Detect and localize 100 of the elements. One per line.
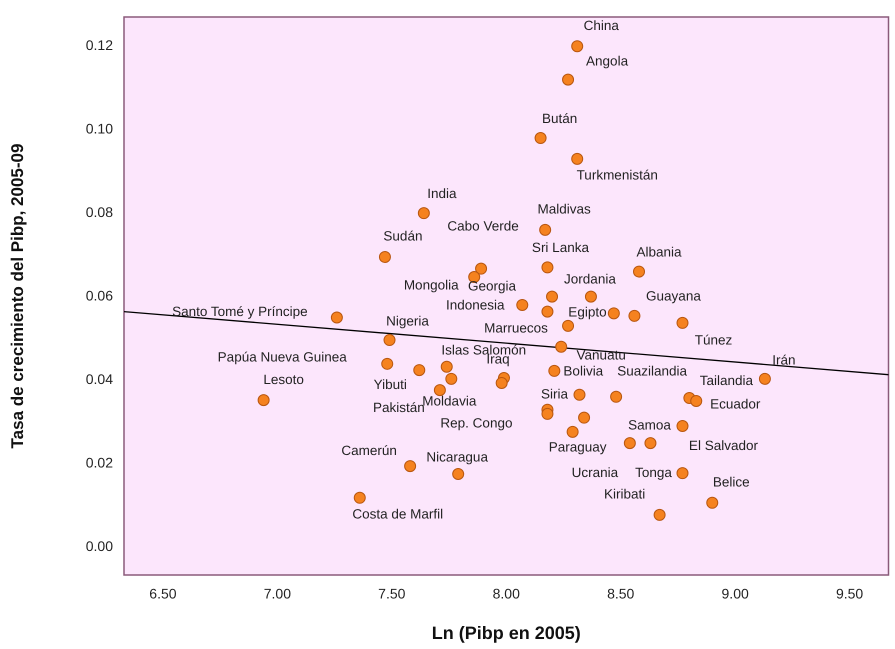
y-tick-label: 0.06 (86, 287, 114, 304)
point (676, 316, 688, 329)
annotation: Maldivas (538, 202, 592, 217)
annotation: Guayana (646, 288, 702, 304)
x-axis-title: Ln (Pibp en 2005) (432, 623, 581, 644)
annotation: Nicaragua (426, 450, 488, 465)
x-tick-label: 7.00 (264, 585, 292, 602)
point (434, 384, 446, 396)
annotation: Tonga (635, 464, 672, 480)
point (676, 420, 688, 432)
point (633, 266, 646, 278)
annotation: Sudán (383, 228, 422, 244)
annotation: Camerún (341, 442, 397, 458)
annotation: Irán (772, 352, 796, 368)
point (541, 408, 554, 420)
point (584, 290, 597, 303)
point (445, 372, 458, 385)
point (706, 496, 718, 509)
x-tick-label: 7.50 (378, 585, 406, 602)
annotation: Santo Tomé y Príncipe (172, 304, 308, 320)
annotation: Suazilandia (617, 364, 688, 379)
annotation: India (427, 186, 457, 201)
annotation: Angola (586, 53, 629, 68)
annotation: Sri Lanka (532, 240, 590, 256)
point (496, 377, 508, 390)
annotation: Túnez (694, 332, 732, 348)
x-tick-label: 8.50 (607, 585, 635, 602)
annotation: Albania (636, 244, 682, 260)
annotation: Vanuatu (576, 347, 626, 362)
point (548, 364, 560, 377)
annotation: Lesoto (263, 372, 304, 387)
annotation: Rep. Congo (440, 416, 512, 431)
point (628, 310, 640, 322)
point (413, 364, 426, 376)
annotation: Egipto (568, 304, 607, 320)
point (418, 207, 430, 220)
point (452, 468, 464, 480)
point (555, 340, 568, 353)
point (566, 426, 579, 438)
x-tick-label: 9.50 (836, 585, 864, 602)
point (541, 261, 554, 274)
point (610, 390, 622, 403)
point (546, 290, 558, 303)
point (534, 132, 547, 144)
annotation: Marruecos (484, 320, 548, 336)
point (354, 492, 366, 504)
y-tick-label: 0.00 (86, 538, 114, 554)
point (440, 360, 453, 373)
point (562, 320, 574, 332)
annotation: Indonesia (446, 298, 506, 313)
annotation: Turkmenistán (576, 168, 658, 183)
point (644, 437, 656, 450)
point (404, 460, 416, 472)
x-tick-label: 8.00 (492, 585, 520, 602)
point (541, 306, 554, 318)
annotation: Nigeria (386, 314, 430, 329)
annotation: Belice (712, 474, 750, 490)
point (654, 508, 666, 521)
annotation: Georgia (468, 278, 517, 294)
annotation: Yibuti (374, 376, 407, 392)
annotation: Pakistán (372, 400, 425, 415)
annotation: El Salvador (688, 438, 758, 453)
point (258, 394, 270, 406)
annotation: Samoa (628, 418, 672, 433)
point (624, 437, 636, 450)
point (381, 358, 394, 370)
point (562, 74, 574, 86)
point (330, 311, 343, 324)
y-tick-label: 0.10 (86, 120, 114, 137)
point (539, 224, 552, 236)
y-tick-label: 0.08 (86, 204, 114, 220)
annotation: Mongolia (404, 278, 460, 293)
annotation: Kiribati (604, 486, 646, 502)
point (690, 394, 702, 407)
point (384, 334, 396, 346)
x-tick-label: 9.00 (722, 585, 749, 602)
annotation: Ecuador (710, 396, 761, 412)
point (608, 307, 620, 320)
x-tick-label: 6.50 (149, 585, 177, 602)
point (378, 250, 391, 263)
point (571, 152, 584, 165)
point (676, 467, 688, 480)
point (571, 40, 584, 52)
annotation: Bolivia (563, 364, 604, 379)
annotation: Costa de Marfil (352, 506, 444, 522)
point (516, 298, 528, 311)
point (573, 388, 586, 401)
y-tick-label: 0.04 (86, 370, 114, 387)
annotation: Tailandia (700, 372, 754, 388)
annotation: Cabo Verde (447, 218, 519, 234)
annotation: Paraguay (548, 440, 607, 455)
point (475, 262, 488, 275)
y-axis-title: Tasa de crecimiento del Pibp, 2005-09 (8, 144, 27, 448)
annotation: Ucrania (572, 464, 619, 480)
annotation: China (584, 18, 620, 33)
annotation: Siria (540, 386, 568, 402)
annotation: Papúa Nueva Guinea (218, 350, 348, 365)
point (578, 412, 590, 424)
annotation: Bután (542, 110, 578, 126)
y-tick-label: 0.02 (86, 454, 114, 470)
